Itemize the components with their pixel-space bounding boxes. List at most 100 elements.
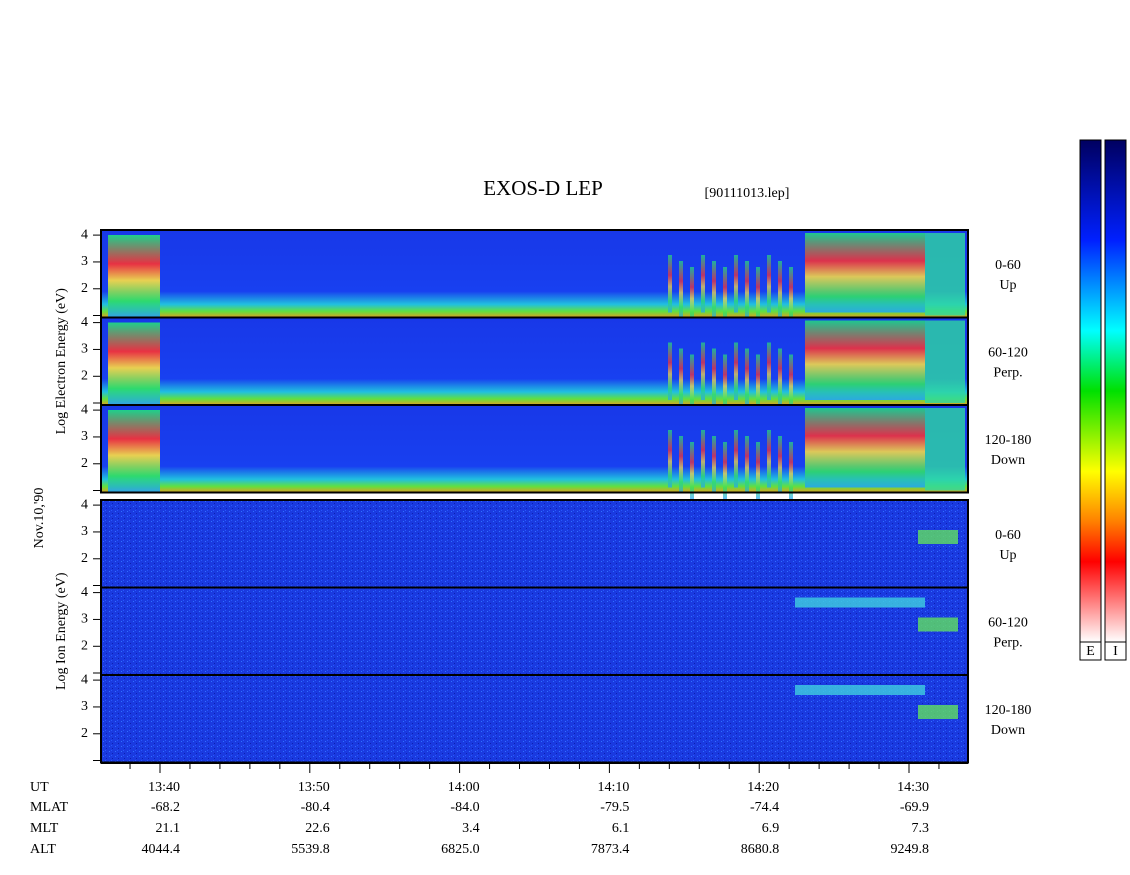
spectrogram (101, 500, 968, 588)
row-value: 14:10 (598, 780, 630, 795)
row-name: MLAT (30, 800, 69, 815)
burst (805, 233, 925, 313)
burst (734, 255, 738, 313)
color-bar-label-box (1104, 641, 1127, 661)
burst (805, 408, 925, 488)
channel-direction: Down (991, 723, 1025, 738)
burst (789, 267, 793, 325)
y-tick-label: 3 (81, 429, 88, 444)
burst (108, 322, 160, 405)
burst (925, 320, 965, 403)
channel-direction: Perp. (993, 636, 1022, 651)
burst (668, 342, 672, 400)
title: EXOS-D LEP (483, 176, 603, 200)
row-value: 22.6 (305, 821, 330, 836)
y-tick-label: 3 (81, 342, 88, 357)
channel-range: 120-180 (985, 703, 1032, 718)
row-value: -84.0 (450, 800, 479, 815)
y-tick-label: 4 (81, 497, 88, 512)
color-bar-label: I (1113, 644, 1118, 659)
burst (690, 442, 694, 500)
y-tick-label: 3 (81, 524, 88, 539)
y-axis-label: Log Ion Energy (eV) (54, 572, 69, 690)
y-axis-label: Log Electron Energy (eV) (54, 288, 69, 435)
y-tick-label: 4 (81, 585, 88, 600)
row-name: MLT (30, 821, 59, 836)
burst (778, 348, 782, 406)
channel-range: 0-60 (995, 528, 1021, 543)
color-bar-label: E (1086, 644, 1095, 659)
channel-range: 0-60 (995, 258, 1021, 273)
burst (734, 430, 738, 488)
channel-direction: Perp. (993, 366, 1022, 381)
burst (108, 410, 160, 493)
row-value: 3.4 (462, 821, 480, 836)
row-value: -80.4 (301, 800, 330, 815)
row-value: 6.9 (762, 821, 780, 836)
burst (745, 348, 749, 406)
band (795, 597, 925, 608)
burst (712, 348, 716, 406)
row-value: 14:00 (448, 780, 480, 795)
burst (668, 430, 672, 488)
burst (723, 354, 727, 412)
row-value: 7873.4 (591, 842, 630, 857)
channel-range: 60-120 (988, 346, 1028, 361)
burst (723, 442, 727, 500)
y-tick-label: 2 (81, 726, 88, 741)
y-tick-label: 4 (81, 315, 88, 330)
row-value: 8680.8 (741, 842, 780, 857)
burst (756, 354, 760, 412)
color-bar-label-box (1079, 641, 1102, 661)
y-tick-label: 4 (81, 672, 88, 687)
burst (690, 354, 694, 412)
burst (767, 342, 771, 400)
y-tick-label: 2 (81, 456, 88, 471)
panel-frame (100, 404, 969, 494)
burst (712, 261, 716, 319)
channel-range: 120-180 (985, 433, 1032, 448)
y-tick-label: 4 (81, 227, 88, 242)
burst (756, 267, 760, 325)
row-value: 5539.8 (291, 842, 330, 857)
row-value: -69.9 (900, 800, 929, 815)
burst (789, 354, 793, 412)
row-value: 4044.4 (142, 842, 181, 857)
burst (701, 430, 705, 488)
y-tick-label: 3 (81, 699, 88, 714)
channel-direction: Up (999, 548, 1016, 563)
y-tick-label: 2 (81, 368, 88, 383)
y-tick-label: 3 (81, 254, 88, 269)
burst (679, 348, 683, 406)
burst (778, 261, 782, 319)
burst (805, 320, 925, 400)
date: Nov.10,'90 (32, 488, 47, 549)
band (795, 685, 925, 695)
burst (756, 442, 760, 500)
y-tick-label: 4 (81, 402, 88, 417)
row-value: 14:30 (897, 780, 929, 795)
y-tick-label: 3 (81, 612, 88, 627)
burst (679, 436, 683, 494)
row-value: 13:50 (298, 780, 330, 795)
burst (925, 408, 965, 491)
color-bar (1104, 139, 1127, 643)
burst (745, 436, 749, 494)
row-value: 14:20 (747, 780, 779, 795)
burst (701, 342, 705, 400)
file-name: [90111013.lep] (705, 186, 790, 201)
burst (778, 436, 782, 494)
orbit-table: UT 13:40 13:50 14:00 14:10 14:20 14:30 MLAT -68.… (30, 762, 968, 857)
y-tick-label: 2 (81, 638, 88, 653)
band (918, 705, 958, 719)
y-tick-label: 2 (81, 551, 88, 566)
row-value: -74.4 (750, 800, 779, 815)
burst (723, 267, 727, 325)
burst (767, 255, 771, 313)
row-value: 6.1 (612, 821, 630, 836)
row-value: 6825.0 (441, 842, 480, 857)
row-name: UT (30, 780, 49, 795)
color-bar (1079, 139, 1102, 643)
row-value: 7.3 (912, 821, 930, 836)
